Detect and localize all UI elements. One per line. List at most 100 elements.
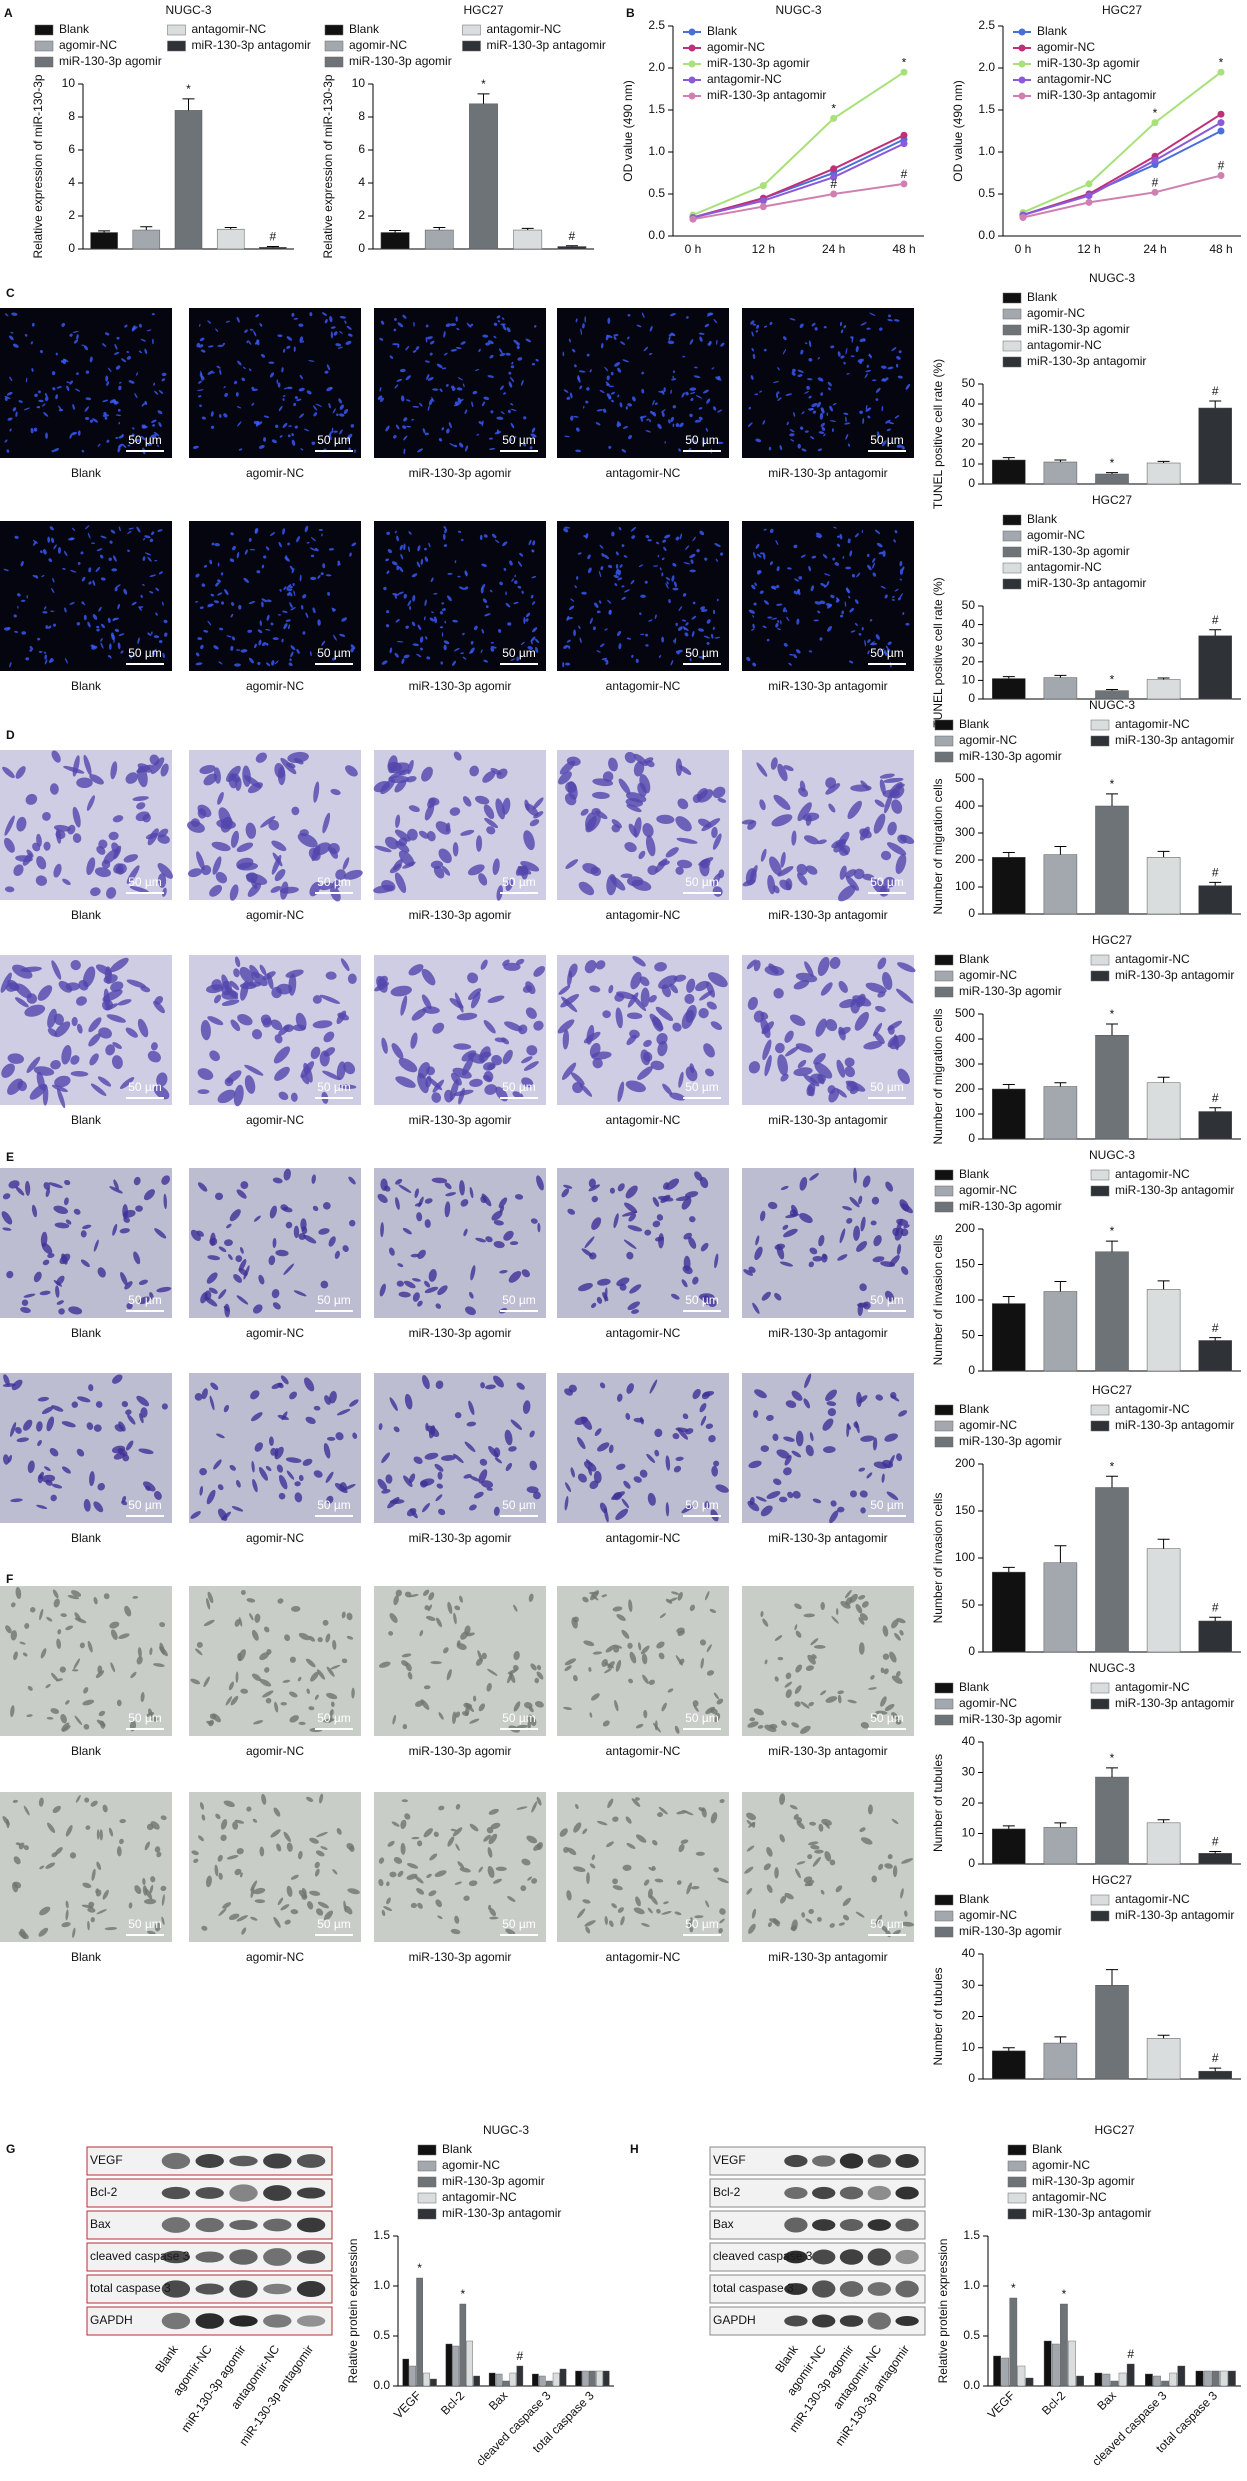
- band: [263, 2248, 291, 2266]
- error-bar: [1003, 1567, 1015, 1572]
- legend-swatch: [935, 1405, 953, 1415]
- band: [196, 2284, 224, 2295]
- y-tick-label: 0.5: [978, 186, 995, 200]
- legend-swatch: [1091, 971, 1109, 981]
- legend-swatch: [1091, 1895, 1109, 1905]
- legend-swatch: [1003, 531, 1021, 541]
- band: [784, 2187, 807, 2199]
- legend-label: Blank: [1032, 2142, 1063, 2156]
- micrograph-caption: Blank: [71, 1744, 102, 1758]
- y-tick-label: 2: [68, 208, 75, 222]
- y-tick-label: 2.0: [648, 60, 665, 74]
- chart-title: NUGC-3: [1089, 271, 1135, 285]
- y-tick-label: 0: [968, 1644, 975, 1658]
- y-tick-label: 400: [955, 1031, 975, 1045]
- y-axis-label: Number of migration cells: [931, 778, 945, 914]
- series-line: [693, 135, 904, 217]
- bar: [1147, 1823, 1180, 1864]
- legend-swatch: [1008, 2145, 1026, 2155]
- legend-label: miR-130-3p antagomir: [1027, 576, 1146, 590]
- y-axis-label: Relative expression of miR-130-3p: [31, 74, 45, 258]
- y-tick-label: 0: [968, 1856, 975, 1870]
- micrograph-caption: agomir-NC: [246, 1531, 304, 1545]
- point: [830, 115, 837, 122]
- annotation: #: [1212, 384, 1219, 398]
- legend-label: miR-130-3p agomir: [1027, 544, 1130, 558]
- cell: [293, 583, 295, 586]
- y-tick-label: 0.0: [373, 2378, 390, 2392]
- y-tick-label: 8: [68, 109, 75, 123]
- x-tick-label: Bax: [486, 2388, 511, 2413]
- chart-title: HGC27: [1094, 2123, 1134, 2137]
- legend-swatch: [418, 2145, 436, 2155]
- scale-bar-label: 50 µm: [317, 875, 351, 889]
- bar: [1044, 855, 1077, 914]
- y-tick-label: 2.5: [978, 18, 995, 32]
- bar: [1199, 1621, 1232, 1652]
- annotation: *: [1110, 1224, 1115, 1238]
- error-bar: [1054, 1083, 1066, 1087]
- band: [812, 2315, 835, 2328]
- annotation: *: [1110, 456, 1115, 470]
- legend-label: agomir-NC: [1027, 528, 1085, 542]
- scale-bar-label: 50 µm: [685, 1917, 719, 1931]
- scale-bar-label: 50 µm: [685, 433, 719, 447]
- y-axis-label: Number of invasion cells: [931, 1235, 945, 1366]
- bar: [1095, 1777, 1128, 1864]
- band: [297, 2281, 325, 2297]
- legend-swatch: [35, 41, 53, 51]
- bar: [1147, 857, 1180, 914]
- scale-bar-label: 50 µm: [502, 1080, 536, 1094]
- band: [162, 2280, 190, 2297]
- bar: [469, 104, 497, 249]
- band-label: total caspase 3: [90, 2281, 171, 2295]
- error-bar: [1003, 2048, 1015, 2051]
- scale-bar-label: 50 µm: [317, 1711, 351, 1725]
- y-tick-label: 500: [955, 1006, 975, 1020]
- annotation: #: [1127, 2347, 1134, 2361]
- annotation: *: [1062, 2287, 1067, 2301]
- bar: [1204, 2371, 1211, 2386]
- cell: [523, 617, 525, 624]
- legend-swatch: [463, 41, 481, 51]
- y-axis-label: Relative protein expression: [936, 2239, 950, 2384]
- scale-bar-label: 50 µm: [502, 433, 536, 447]
- legend-marker: [1019, 77, 1026, 84]
- annotation: *: [831, 102, 836, 116]
- legend-swatch: [35, 57, 53, 67]
- cell: [122, 1204, 128, 1219]
- bar: [1068, 2341, 1075, 2386]
- annotation: #: [1218, 159, 1225, 173]
- panel-label: H: [630, 2142, 639, 2156]
- legend-label: agomir-NC: [707, 40, 765, 54]
- error-bar: [1054, 1282, 1066, 1292]
- legend-label: miR-130-3p antagomir: [1115, 1696, 1234, 1710]
- legend-swatch: [935, 720, 953, 730]
- point: [1218, 119, 1225, 126]
- legend-label: miR-130-3p agomir: [959, 1199, 1062, 1213]
- legend-label: miR-130-3p antagomir: [192, 38, 311, 52]
- legend-label: miR-130-3p antagomir: [1115, 1183, 1234, 1197]
- micrograph-caption: miR-130-3p antagomir: [768, 1326, 887, 1340]
- micrograph-caption: antagomir-NC: [606, 1113, 681, 1127]
- legend-label: antagomir-NC: [1115, 717, 1190, 731]
- y-tick-label: 30: [962, 1977, 976, 1991]
- y-tick-label: 300: [955, 825, 975, 839]
- band: [840, 2249, 863, 2265]
- legend-label: miR-130-3p antagomir: [1032, 2206, 1151, 2220]
- micrograph-caption: agomir-NC: [246, 1744, 304, 1758]
- cell: [111, 568, 117, 571]
- bar: [553, 2373, 559, 2386]
- legend-swatch: [935, 1895, 953, 1905]
- error-bar: [1054, 460, 1066, 462]
- micrograph-caption: agomir-NC: [246, 1326, 304, 1340]
- cell: [767, 617, 772, 619]
- band: [840, 2219, 863, 2231]
- scale-bar-label: 50 µm: [128, 1498, 162, 1512]
- scale-bar-label: 50 µm: [870, 433, 904, 447]
- bar: [1111, 2381, 1118, 2386]
- bar: [1147, 1083, 1180, 1139]
- band: [840, 2153, 863, 2168]
- error-bar: [1209, 1338, 1221, 1341]
